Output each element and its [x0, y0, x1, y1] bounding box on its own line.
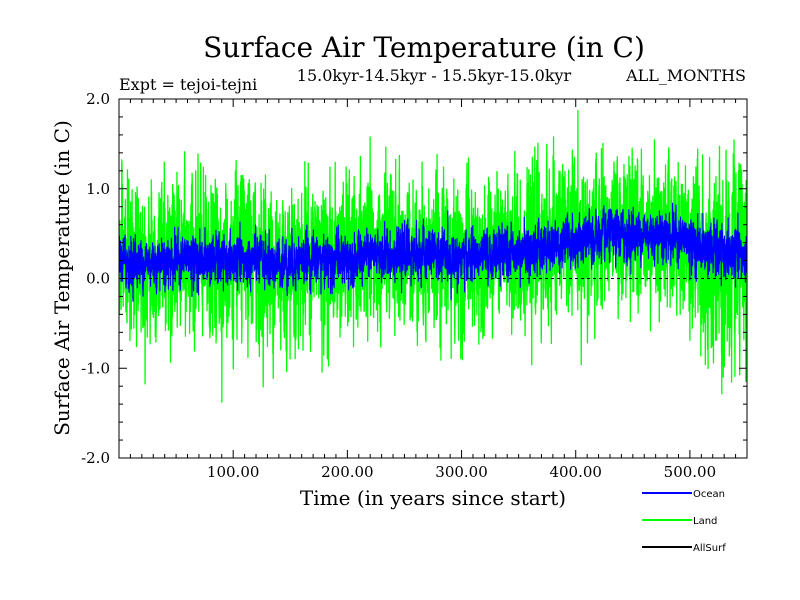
x-tick-label: 300.00	[435, 463, 488, 481]
legend-label-land: Land	[693, 516, 717, 527]
chart-months: ALL_MONTHS	[625, 66, 746, 85]
legend-label-allsurf: AllSurf	[693, 543, 726, 554]
y-tick-label: 1.0	[86, 180, 110, 198]
axes-layer: 100.00 200.00 300.00 400.00 500.00 2.0 1.0 0.0 -…	[81, 90, 748, 481]
chart-subtitle: 15.0kyr-14.5kyr - 15.5kyr-15.0kyr	[297, 66, 572, 85]
legend: Ocean Land AllSurf	[642, 489, 726, 554]
chart-experiment: Expt = tejoi-tejni	[119, 75, 257, 94]
series-layer	[119, 110, 747, 403]
x-tick-label: 500.00	[664, 463, 717, 481]
x-axis-label: Time (in years since start)	[300, 486, 566, 510]
y-axis-label: Surface Air Temperature (in C)	[50, 120, 74, 436]
x-tick-label: 400.00	[549, 463, 602, 481]
y-tick-label: 0.0	[86, 270, 110, 288]
y-tick-label: -2.0	[81, 449, 110, 467]
y-tick-label: 2.0	[86, 90, 110, 108]
y-tick-label: -1.0	[81, 359, 110, 377]
x-tick-label: 200.00	[321, 463, 374, 481]
x-tick-label: 100.00	[207, 463, 260, 481]
chart-title: Surface Air Temperature (in C)	[203, 31, 645, 64]
legend-label-ocean: Ocean	[693, 489, 725, 500]
series-line-ocean	[119, 202, 747, 302]
